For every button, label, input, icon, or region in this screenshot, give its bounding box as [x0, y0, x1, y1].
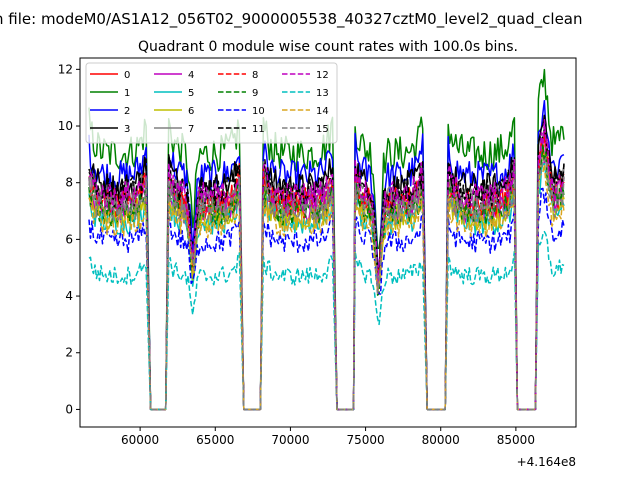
x-tick-label: 60000 — [121, 433, 159, 447]
legend-label-14: 14 — [316, 106, 329, 117]
series-line-3 — [88, 114, 565, 411]
y-tick-label: 6 — [65, 232, 73, 246]
y-tick-label: 10 — [58, 119, 73, 133]
x-tick-label: 75000 — [346, 433, 384, 447]
legend-label-10: 10 — [252, 106, 265, 117]
legend-label-11: 11 — [252, 124, 265, 135]
y-tick-label: 0 — [65, 402, 73, 416]
axes-frame — [79, 57, 577, 428]
legend-label-12: 12 — [316, 70, 329, 81]
series-line-13 — [88, 230, 565, 411]
legend-label-8: 8 — [252, 70, 258, 81]
legend-frame — [85, 62, 338, 144]
series-line-10 — [88, 187, 565, 411]
legend-label-3: 3 — [124, 124, 130, 135]
legend-label-9: 9 — [252, 88, 258, 99]
legend-label-1: 1 — [124, 88, 130, 99]
y-tick-label: 2 — [65, 346, 73, 360]
legend-label-0: 0 — [124, 70, 130, 81]
legend-label-2: 2 — [124, 106, 130, 117]
legend-label-4: 4 — [188, 70, 194, 81]
legend-label-6: 6 — [188, 106, 194, 117]
legend-label-7: 7 — [188, 124, 194, 135]
chart-title: Quadrant 0 module wise count rates with … — [138, 39, 518, 55]
y-tick-label: 8 — [65, 176, 73, 190]
legend-label-5: 5 — [188, 88, 194, 99]
series-line-15 — [88, 157, 565, 411]
plot-area — [88, 68, 565, 411]
y-tick-label: 4 — [65, 289, 73, 303]
x-tick-label: 70000 — [271, 433, 309, 447]
series-line-12 — [88, 118, 565, 411]
x-tick-label: 85000 — [497, 433, 535, 447]
y-tick-label: 12 — [58, 62, 73, 76]
series-line-14 — [88, 163, 565, 411]
legend-label-13: 13 — [316, 88, 329, 99]
x-tick-label: 65000 — [196, 433, 234, 447]
x-tick-label: 80000 — [422, 433, 460, 447]
suptitle: n file: modeM0/AS1A12_056T02_9000005538_… — [0, 10, 583, 29]
legend-label-15: 15 — [316, 124, 329, 135]
x-offset-label: +4.164e8 — [517, 455, 576, 469]
